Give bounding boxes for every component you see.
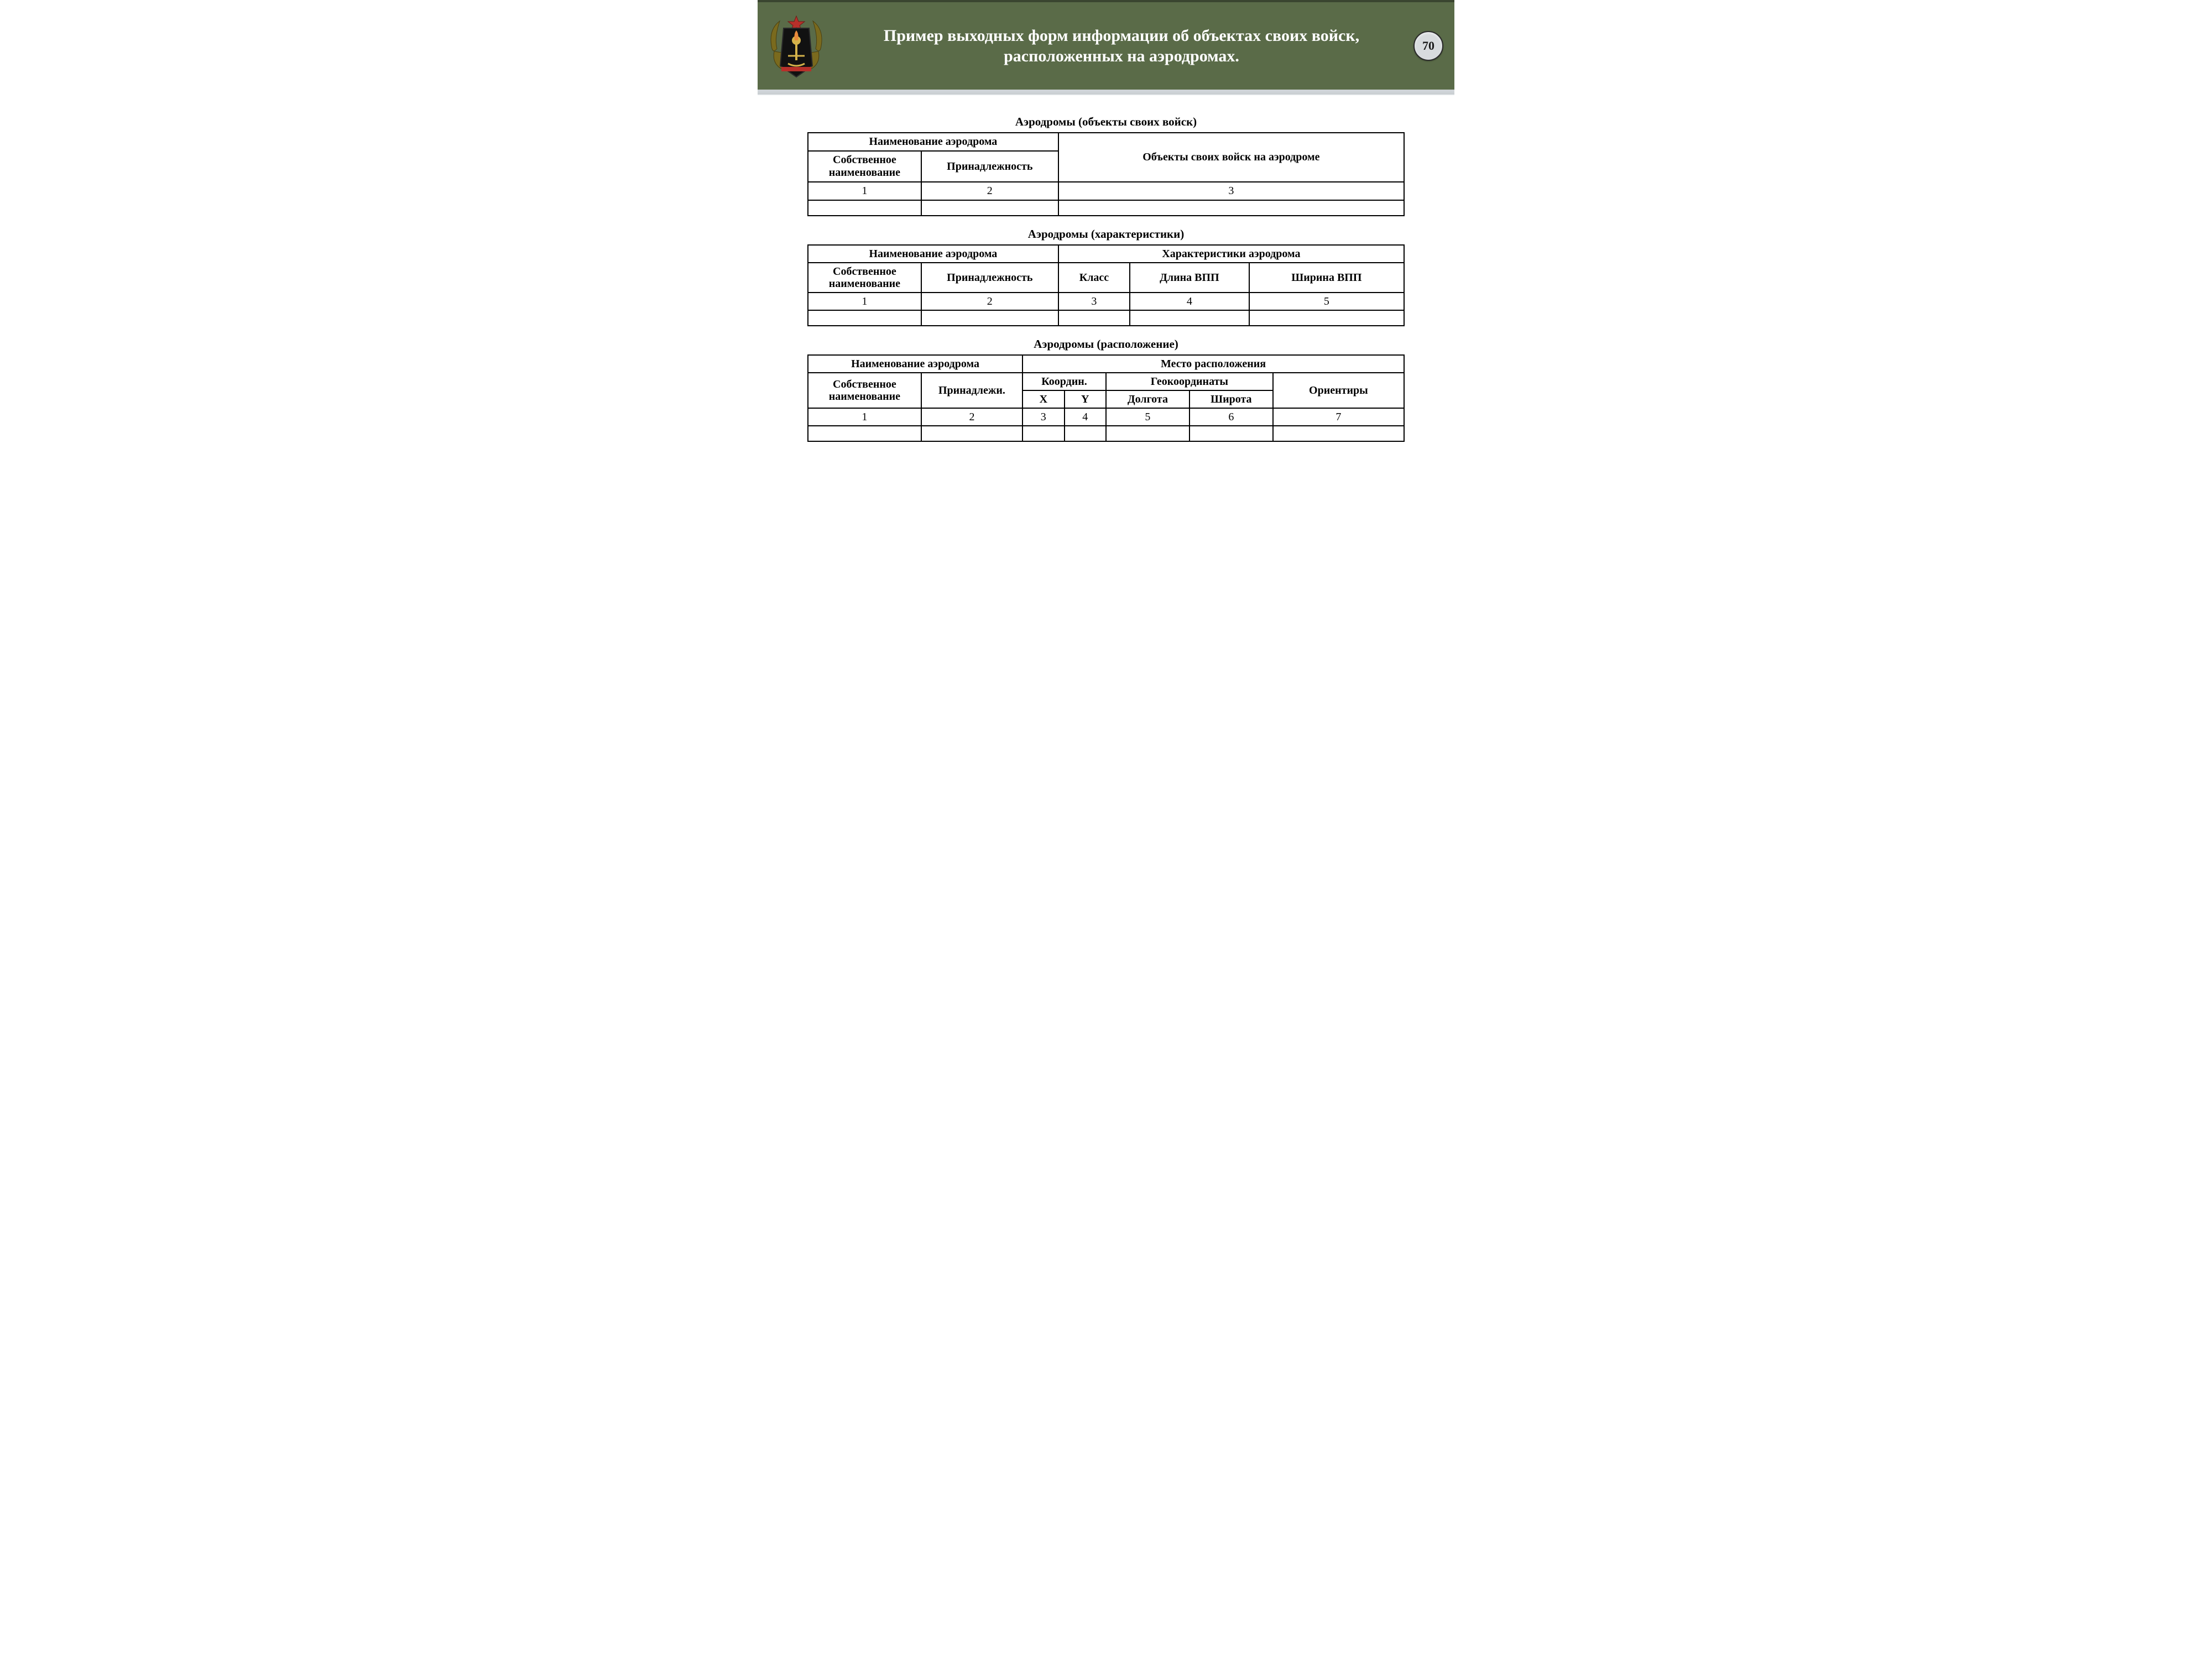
section1-title: Аэродромы (объекты своих войск) [807, 115, 1405, 129]
colnum: 6 [1190, 408, 1273, 426]
empty-cell [1058, 310, 1130, 326]
colnum: 5 [1106, 408, 1190, 426]
th-own-name: Собственное наименование [808, 151, 921, 182]
empty-cell [1022, 426, 1064, 441]
colnum: 1 [808, 408, 921, 426]
th-landmarks: Ориентиры [1273, 373, 1404, 408]
colnum: 3 [1022, 408, 1064, 426]
th-coord: Координ. [1022, 373, 1106, 390]
th-own-name: Собственное наименование [808, 373, 921, 408]
empty-cell [808, 200, 921, 216]
th-aerodrome-group: Наименование аэродрома [808, 133, 1058, 151]
empty-cell [808, 310, 921, 326]
th-aerodrome-group: Наименование аэродрома [808, 355, 1022, 373]
empty-cell [1130, 310, 1249, 326]
th-x: X [1022, 390, 1064, 408]
th-affiliation: Принадлежность [921, 263, 1058, 293]
colnum: 7 [1273, 408, 1404, 426]
emblem-icon [763, 10, 830, 82]
section3-title: Аэродромы (расположение) [807, 337, 1405, 351]
colnum: 4 [1065, 408, 1106, 426]
colnum: 1 [808, 182, 921, 200]
empty-cell [921, 200, 1058, 216]
colnum: 4 [1130, 293, 1249, 310]
empty-cell [1106, 426, 1190, 441]
section2-title: Аэродромы (характеристики) [807, 227, 1405, 241]
empty-cell [1190, 426, 1273, 441]
colnum: 3 [1058, 182, 1404, 200]
th-longitude: Долгота [1106, 390, 1190, 408]
colnum: 3 [1058, 293, 1130, 310]
table-location: Наименование аэродрома Место расположени… [807, 354, 1405, 442]
th-aerodrome-group: Наименование аэродрома [808, 245, 1058, 263]
empty-cell [1058, 200, 1404, 216]
th-objects: Объекты своих войск на аэродроме [1058, 133, 1404, 182]
colnum: 5 [1249, 293, 1404, 310]
th-latitude: Широта [1190, 390, 1273, 408]
colnum: 2 [921, 182, 1058, 200]
th-affiliation: Принадлежи. [921, 373, 1022, 408]
colnum: 2 [921, 408, 1022, 426]
colnum: 2 [921, 293, 1058, 310]
th-affiliation: Принадлежность [921, 151, 1058, 182]
th-y: Y [1065, 390, 1106, 408]
table-objects: Наименование аэродрома Объекты своих вой… [807, 132, 1405, 216]
table-characteristics: Наименование аэродрома Характеристики аэ… [807, 244, 1405, 326]
th-geocoord: Геокоординаты [1106, 373, 1273, 390]
colnum: 1 [808, 293, 921, 310]
slide-content: Аэродромы (объекты своих войск) Наименов… [758, 93, 1454, 475]
empty-cell [1273, 426, 1404, 441]
th-location-group: Место расположения [1022, 355, 1404, 373]
th-characteristics-group: Характеристики аэродрома [1058, 245, 1404, 263]
th-runway-width: Ширина ВПП [1249, 263, 1404, 293]
page-number-badge: 70 [1413, 31, 1443, 61]
empty-cell [921, 310, 1058, 326]
empty-cell [921, 426, 1022, 441]
slide-title: Пример выходных форм информации об объек… [830, 25, 1413, 67]
empty-cell [1065, 426, 1106, 441]
empty-cell [1249, 310, 1404, 326]
th-class: Класс [1058, 263, 1130, 293]
empty-cell [808, 426, 921, 441]
th-own-name: Собственное наименование [808, 263, 921, 293]
th-runway-length: Длина ВПП [1130, 263, 1249, 293]
slide-header: Пример выходных форм информации об объек… [758, 0, 1454, 93]
